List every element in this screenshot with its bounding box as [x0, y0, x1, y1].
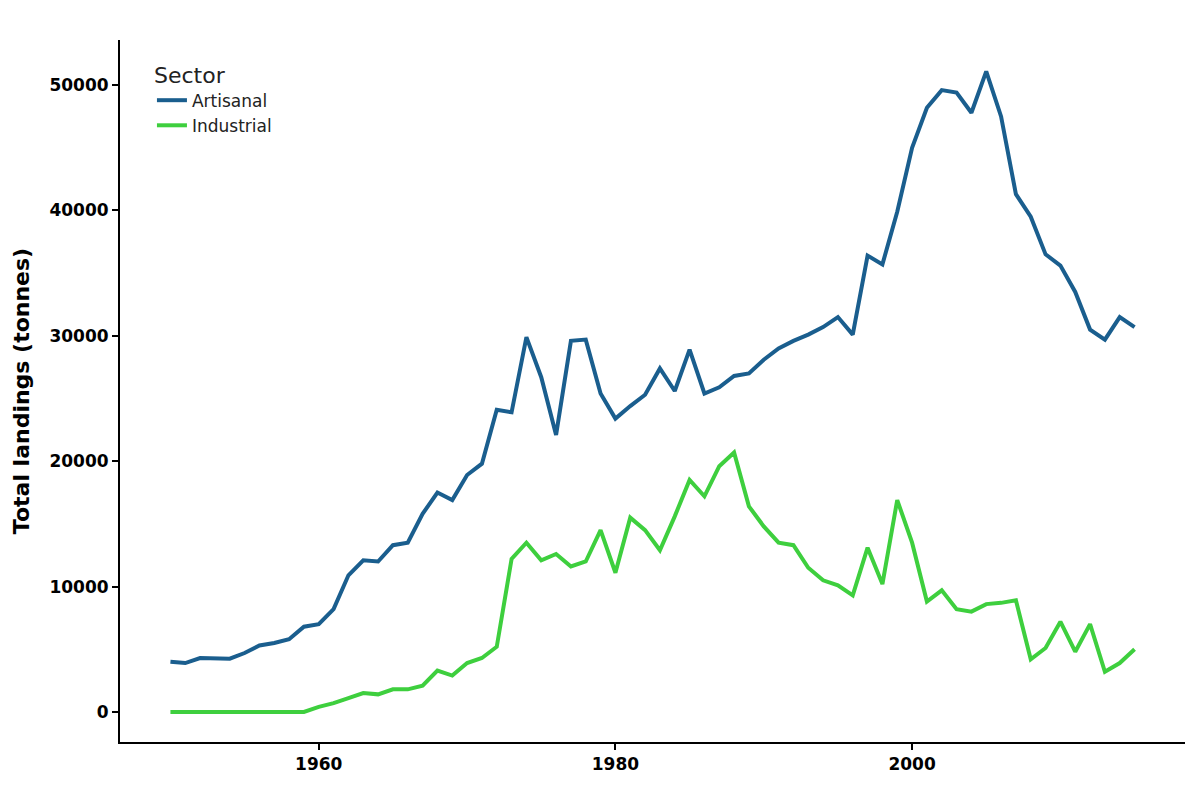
svg-text:1980: 1980: [592, 754, 639, 774]
svg-text:20000: 20000: [49, 451, 108, 471]
svg-text:Sector: Sector: [154, 63, 226, 88]
svg-text:0: 0: [97, 702, 109, 722]
svg-text:30000: 30000: [49, 326, 108, 346]
svg-text:2000: 2000: [888, 754, 935, 774]
svg-text:10000: 10000: [49, 577, 108, 597]
svg-text:Industrial: Industrial: [192, 116, 272, 136]
svg-text:Total landings (tonnes): Total landings (tonnes): [9, 248, 34, 534]
svg-text:40000: 40000: [49, 200, 108, 220]
svg-text:1960: 1960: [295, 754, 342, 774]
svg-text:Artisanal: Artisanal: [192, 91, 267, 111]
svg-text:50000: 50000: [49, 75, 108, 95]
